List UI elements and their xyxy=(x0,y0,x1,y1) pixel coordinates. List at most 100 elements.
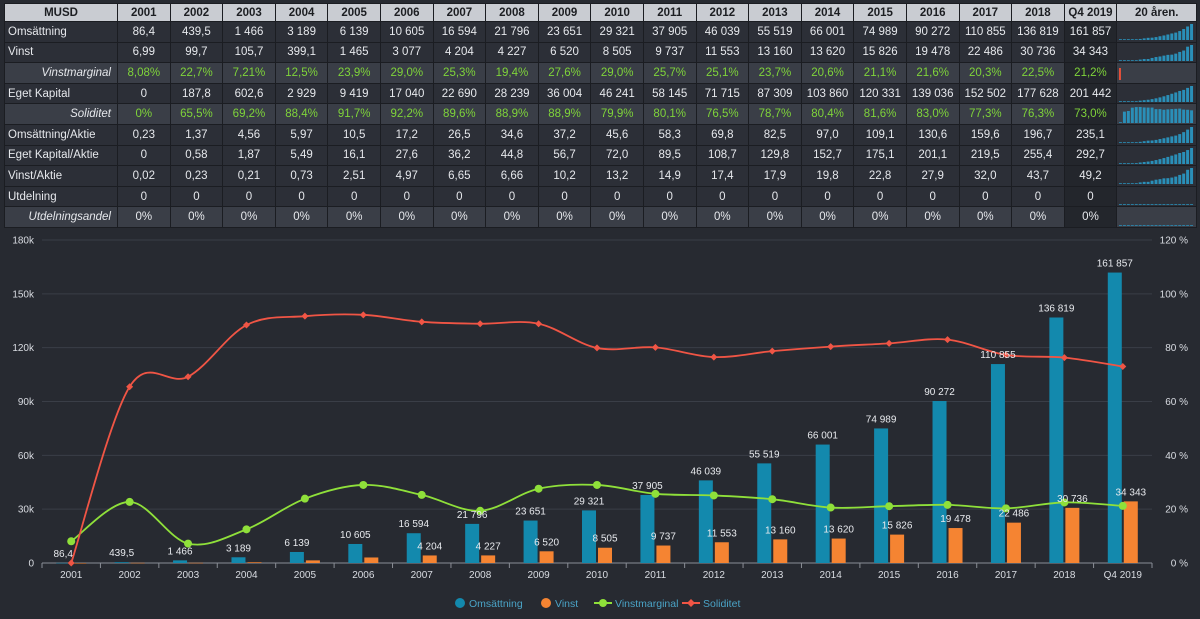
sparkline-bar xyxy=(1150,37,1154,41)
data-label-vinst: 13 160 xyxy=(765,525,796,536)
table-cell: 20,3% xyxy=(958,62,1013,84)
sparkline-bar xyxy=(1182,132,1186,144)
table-cell: 1 466 xyxy=(222,21,276,43)
sparkline-bar xyxy=(1190,24,1194,41)
table-row: Eget Kapital/Aktie 0 0,58 1,87 5,49 16,1 27,6 3… xyxy=(4,144,1198,167)
sparkline-bar xyxy=(1139,100,1142,103)
sparkline-bar xyxy=(1162,224,1166,226)
sparkline-bar xyxy=(1182,204,1186,206)
sparkline-marker xyxy=(1119,68,1122,81)
table-cell: 201,1 xyxy=(905,144,960,167)
data-label-omsattning: 3 189 xyxy=(226,543,251,554)
data-label-vinst: 34 343 xyxy=(1115,487,1146,498)
table-cell: 29,0% xyxy=(590,62,644,84)
table-cell: 0% xyxy=(695,206,750,228)
sparkline-bar xyxy=(1127,224,1131,226)
bar-omsattning xyxy=(1049,317,1064,563)
sparkline-bar xyxy=(1142,204,1146,206)
sparkline-bar xyxy=(1178,152,1182,164)
table-cell: 105,7 xyxy=(222,41,276,64)
table-cell: 219,5 xyxy=(958,144,1013,167)
bar-vinst xyxy=(948,528,963,563)
point-vinstmarginal xyxy=(1118,501,1127,510)
sparkline-bar xyxy=(1170,108,1174,123)
sparkline-bar xyxy=(1139,204,1142,206)
table-cell: 0 xyxy=(379,185,434,208)
legend-marker xyxy=(541,598,551,608)
sparkline-bar xyxy=(1190,147,1194,164)
bar-omsattning xyxy=(1107,272,1122,563)
table-cell: 6,65 xyxy=(432,165,487,187)
sparkline-bar xyxy=(1166,156,1170,164)
sparkline-bar xyxy=(1139,142,1142,144)
point-soliditet xyxy=(827,343,835,351)
x-tick-label: 2008 xyxy=(469,570,492,581)
table-cell: 21,1% xyxy=(853,62,907,84)
bar-vinst xyxy=(1065,507,1080,563)
sparkline-bar xyxy=(1182,224,1186,226)
table-cell: 109,1 xyxy=(853,123,907,146)
sparkline-bar xyxy=(1190,168,1194,185)
sparkline-bar xyxy=(1127,60,1131,61)
sparkline-bar xyxy=(1166,178,1170,185)
row-label: Soliditet xyxy=(4,103,118,125)
sparkline-bar xyxy=(1146,58,1150,61)
table-row: Omsättning/Aktie 0,23 1,37 4,56 5,97 10,5 17,2… xyxy=(4,123,1198,146)
data-label-omsattning: 6 139 xyxy=(284,538,309,549)
data-label-vinst: 11 553 xyxy=(707,528,737,539)
table-cell: 44,8 xyxy=(485,144,539,167)
y-right-tick-label: 80 % xyxy=(1165,343,1188,354)
table-cell: 0% xyxy=(905,206,960,228)
table-cell: 0% xyxy=(432,206,487,228)
x-tick-label: 2001 xyxy=(60,570,83,581)
bar-omsattning xyxy=(874,428,889,563)
sparkline-bar xyxy=(1174,135,1178,144)
point-vinstmarginal xyxy=(768,495,777,504)
sparkline-bar xyxy=(1166,224,1170,226)
table-cell: 36 004 xyxy=(537,82,592,105)
table-cell: 29 321 xyxy=(590,21,644,43)
x-tick-label: 2011 xyxy=(645,570,667,581)
table-cell: 161 857 xyxy=(1063,21,1118,43)
x-tick-label: 2015 xyxy=(878,570,901,581)
table-cell: 46 039 xyxy=(695,21,750,43)
sparkline-bar xyxy=(1154,140,1158,144)
bar-omsattning xyxy=(582,510,596,563)
bar-omsattning xyxy=(406,533,421,563)
table-cell: 136 819 xyxy=(1011,21,1065,43)
sparkline-bar xyxy=(1162,204,1166,206)
sparkline-bar xyxy=(1166,54,1170,61)
header-year: 2013 xyxy=(748,3,802,22)
row-label: Utdelning xyxy=(4,185,118,208)
sparkline-bar xyxy=(1131,60,1135,61)
sparkline-bar xyxy=(1127,110,1131,123)
table-cell: 0% xyxy=(748,206,802,228)
table-cell: 83,0% xyxy=(905,103,960,125)
point-vinstmarginal xyxy=(943,500,952,509)
line-soliditet xyxy=(70,313,1123,564)
table-cell: 89,5 xyxy=(642,144,697,167)
table-cell: 66 001 xyxy=(800,21,855,43)
x-tick-label: 2002 xyxy=(119,570,142,581)
table-cell: 0 xyxy=(853,185,907,208)
table-cell: 0 xyxy=(748,185,802,208)
table-cell: 14,9 xyxy=(642,165,697,187)
data-label-omsattning: 161 857 xyxy=(1097,259,1134,270)
data-label-vinst: 4 204 xyxy=(417,541,442,552)
table-cell: 23,9% xyxy=(327,62,381,84)
point-vinstmarginal xyxy=(242,525,251,534)
table-cell: 19,4% xyxy=(485,62,539,84)
table-cell: 25,1% xyxy=(695,62,750,84)
table-row: Vinst 6,99 99,7 105,7 399,1 1 465 3 077 4 204 4 … xyxy=(4,41,1198,64)
table-cell: 0% xyxy=(853,206,907,228)
table-cell: 11 553 xyxy=(695,41,750,64)
table-cell: 0% xyxy=(958,206,1013,228)
data-label-vinst: 15 826 xyxy=(882,521,913,532)
point-soliditet xyxy=(1119,363,1127,371)
bar-vinst xyxy=(72,562,87,564)
sparkline-bar xyxy=(1123,60,1127,61)
x-tick-label: 2018 xyxy=(1053,570,1076,581)
bar-omsattning xyxy=(757,463,772,563)
sparkline-bar xyxy=(1158,139,1162,144)
sparkline xyxy=(1119,24,1194,41)
